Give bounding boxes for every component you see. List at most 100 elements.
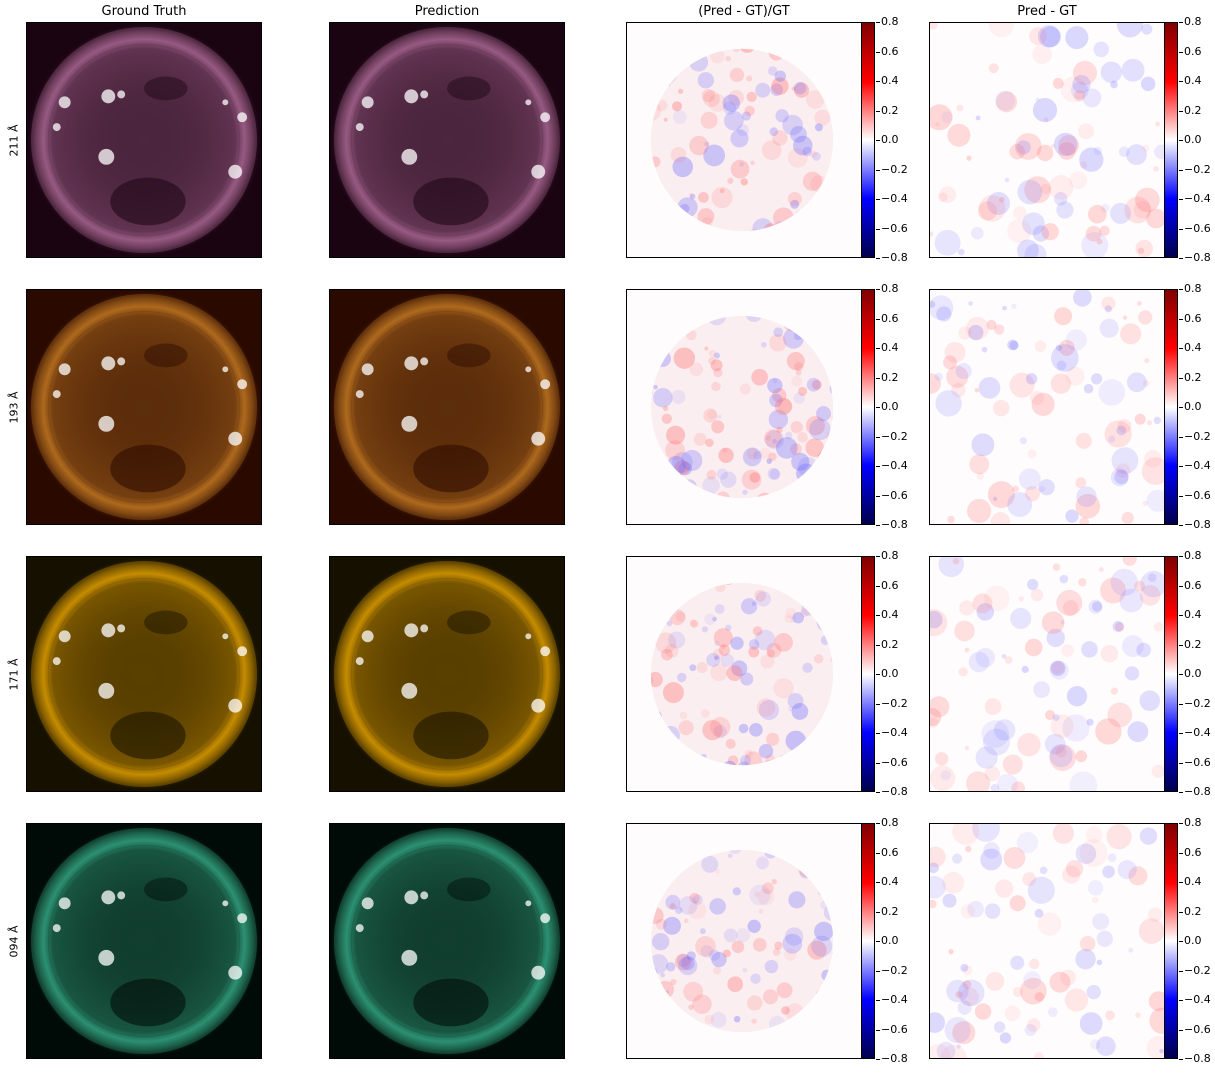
colorbar-tick-label: −0.2	[1179, 963, 1211, 977]
row-label-text: 193 Å	[7, 390, 21, 424]
colorbar-tick-label: −0.8	[1179, 785, 1211, 798]
row-label-wavelength: 193 Å	[6, 289, 22, 525]
colorbar-tick-label: −0.4	[1179, 993, 1211, 1006]
colorbar-tick-label: 0.2	[1179, 904, 1202, 918]
colorbar-2-1	[1164, 556, 1178, 792]
colorbar-tick-label: −0.8	[1179, 1052, 1211, 1065]
relative-error-map-1	[626, 289, 862, 525]
colorbar-2-0	[861, 556, 875, 792]
column-title-relative-error: (Pred - GT)/GT	[698, 4, 790, 19]
colorbar-tick-label: 0.0	[1179, 400, 1202, 413]
colorbar-tick-label: −0.6	[876, 1022, 908, 1036]
colorbar-tick-label: 0.2	[1179, 637, 1202, 651]
colorbar-tick-label: 0.0	[1179, 133, 1202, 146]
colorbar-tick-label: 0.6	[876, 845, 899, 859]
colorbar-tick-label: −0.6	[876, 755, 908, 769]
row-label-wavelength: 211 Å	[6, 22, 22, 258]
colorbar-tick-label: −0.4	[876, 993, 908, 1006]
colorbar-tick-label: 0.6	[876, 311, 899, 325]
absolute-error-map-3	[929, 823, 1165, 1059]
colorbar-tick-label: 0.4	[1179, 341, 1202, 354]
colorbar-tick-label: 0.8	[1179, 15, 1202, 28]
colorbar-tick-label: 0.0	[1179, 667, 1202, 680]
column-title-prediction: Prediction	[414, 4, 480, 19]
colorbar-tick-label: −0.2	[876, 429, 908, 443]
colorbar-tick-label: 0.0	[876, 400, 899, 413]
relative-error-map-2	[626, 556, 862, 792]
colorbar-tick-label: 0.0	[876, 667, 899, 680]
colorbar-tick-label: −0.6	[1179, 1022, 1211, 1036]
prediction-image-3	[329, 823, 565, 1059]
colorbar-tick-label: 0.2	[876, 637, 899, 651]
colorbar-tick-label: −0.6	[1179, 221, 1211, 235]
row-label-text: 211 Å	[7, 123, 21, 157]
colorbar-tick-label: 0.8	[876, 282, 899, 295]
column-title-absolute-error: Pred - GT	[1017, 4, 1077, 19]
ground-truth-image-2	[26, 556, 262, 792]
colorbar-tick-label: 0.8	[876, 816, 899, 829]
relative-error-map-3	[626, 823, 862, 1059]
colorbar-tick-label: −0.2	[1179, 162, 1211, 176]
colorbar-tick-label: −0.2	[876, 963, 908, 977]
absolute-error-map-0	[929, 22, 1165, 258]
colorbar-tick-label: −0.4	[1179, 459, 1211, 472]
colorbar-tick-label: 0.8	[876, 15, 899, 28]
absolute-error-map-2	[929, 556, 1165, 792]
colorbar-tick-label: −0.6	[876, 488, 908, 502]
colorbar-tick-label: 0.4	[876, 608, 899, 621]
colorbar-tick-label: −0.4	[876, 459, 908, 472]
row-label-text: 094 Å	[7, 924, 21, 958]
colorbar-tick-label: −0.2	[876, 696, 908, 710]
colorbar-tick-label: 0.4	[1179, 875, 1202, 888]
colorbar-tick-label: 0.0	[1179, 934, 1202, 947]
colorbar-tick-label: −0.8	[1179, 518, 1211, 531]
row-label-text: 171 Å	[7, 657, 21, 691]
colorbar-tick-label: −0.4	[1179, 726, 1211, 739]
colorbar-tick-label: 0.2	[876, 370, 899, 384]
colorbar-tick-label: −0.8	[876, 518, 908, 531]
colorbar-3-0	[861, 823, 875, 1059]
prediction-image-1	[329, 289, 565, 525]
column-title-ground-truth: Ground Truth	[101, 4, 187, 19]
colorbar-0-1	[1164, 22, 1178, 258]
colorbar-tick-label: −0.8	[876, 1052, 908, 1065]
colorbar-tick-label: 0.0	[876, 934, 899, 947]
colorbar-tick-label: 0.6	[876, 44, 899, 58]
colorbar-tick-label: 0.6	[1179, 44, 1202, 58]
colorbar-tick-label: 0.8	[876, 549, 899, 562]
colorbar-tick-label: −0.8	[876, 251, 908, 264]
colorbar-tick-label: −0.6	[1179, 488, 1211, 502]
colorbar-tick-label: 0.2	[1179, 103, 1202, 117]
colorbar-3-1	[1164, 823, 1178, 1059]
colorbar-1-1	[1164, 289, 1178, 525]
colorbar-1-0	[861, 289, 875, 525]
colorbar-tick-label: 0.6	[1179, 845, 1202, 859]
absolute-error-map-1	[929, 289, 1165, 525]
colorbar-tick-label: 0.4	[1179, 74, 1202, 87]
colorbar-tick-label: 0.4	[1179, 608, 1202, 621]
ground-truth-image-1	[26, 289, 262, 525]
colorbar-tick-label: −0.6	[1179, 755, 1211, 769]
ground-truth-image-3	[26, 823, 262, 1059]
colorbar-tick-label: 0.4	[876, 341, 899, 354]
colorbar-0-0	[861, 22, 875, 258]
colorbar-tick-label: 0.6	[876, 578, 899, 592]
colorbar-tick-label: 0.6	[1179, 311, 1202, 325]
colorbar-tick-label: 0.4	[876, 74, 899, 87]
colorbar-tick-label: 0.2	[1179, 370, 1202, 384]
colorbar-tick-label: 0.4	[876, 875, 899, 888]
colorbar-tick-label: 0.2	[876, 103, 899, 117]
colorbar-tick-label: −0.8	[876, 785, 908, 798]
colorbar-tick-label: −0.2	[1179, 429, 1211, 443]
colorbar-tick-label: 0.8	[1179, 549, 1202, 562]
colorbar-tick-label: −0.4	[1179, 192, 1211, 205]
colorbar-tick-label: −0.8	[1179, 251, 1211, 264]
colorbar-tick-label: −0.4	[876, 192, 908, 205]
colorbar-tick-label: 0.2	[876, 904, 899, 918]
ground-truth-image-0	[26, 22, 262, 258]
colorbar-tick-label: −0.6	[876, 221, 908, 235]
prediction-image-0	[329, 22, 565, 258]
colorbar-tick-label: −0.4	[876, 726, 908, 739]
colorbar-tick-label: 0.8	[1179, 282, 1202, 295]
row-label-wavelength: 171 Å	[6, 556, 22, 792]
